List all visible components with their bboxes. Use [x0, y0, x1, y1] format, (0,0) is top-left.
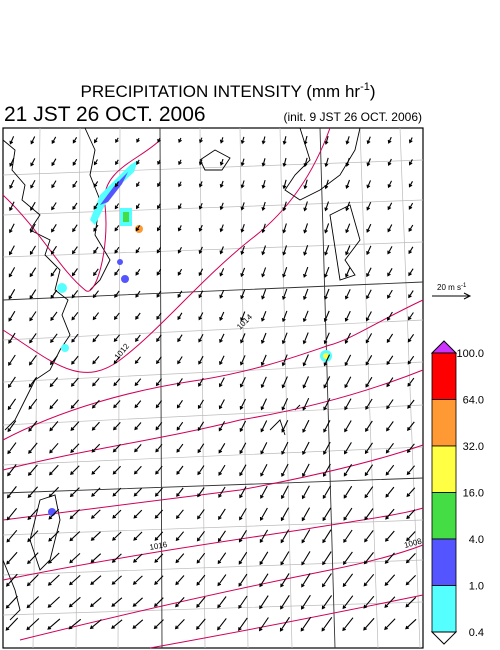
map-frame [2, 127, 424, 649]
colorbar-label: 4.0 [469, 534, 484, 546]
title: PRECIPITATION INTENSITY (mm hr-1) [80, 81, 375, 101]
wind-reference: 20 m s-1 [432, 283, 472, 300]
colorbar-label: 100.0 [456, 348, 484, 360]
wind-vectors [5, 135, 417, 632]
valid-time: 21 JST 26 OCT. 2006 [4, 103, 206, 126]
wind-reference-head [463, 292, 472, 300]
title-end: ) [370, 82, 376, 101]
graticule-major [2, 127, 424, 649]
colorbar-segment [431, 445, 457, 493]
colorbar-segment [431, 538, 457, 586]
colorbar-label: 32.0 [463, 441, 484, 453]
colorbar-segment [431, 352, 457, 400]
wind-reference-unit: 20 m s [437, 283, 461, 292]
colorbar-segment [431, 585, 457, 633]
isobar-label: 1016 [149, 540, 169, 552]
colorbar-segment [431, 492, 457, 540]
colorbar-segment [431, 399, 457, 447]
wind-reference-exponent: -1 [461, 283, 467, 289]
colorbar-label: 16.0 [463, 488, 484, 500]
colorbar-over [430, 340, 458, 354]
wind-vector-field [5, 135, 417, 632]
colorbar-label: 0.4 [469, 627, 484, 639]
title-exponent: -1 [360, 81, 370, 93]
wind-reference-label: 20 m s-1 [437, 283, 467, 292]
colorbar-label: 1.0 [469, 581, 484, 593]
colorbar-under [430, 631, 458, 645]
title-main: PRECIPITATION INTENSITY (mm hr [80, 82, 360, 101]
graticule [2, 127, 424, 649]
colorbar-label: 64.0 [463, 395, 484, 407]
precipitation [48, 160, 332, 516]
colorbar: 100.0 64.0 32.0 16.0 4.0 1.0 0.4 [430, 340, 484, 645]
init-time: (init. 9 JST 26 OCT. 2006) [283, 110, 422, 124]
